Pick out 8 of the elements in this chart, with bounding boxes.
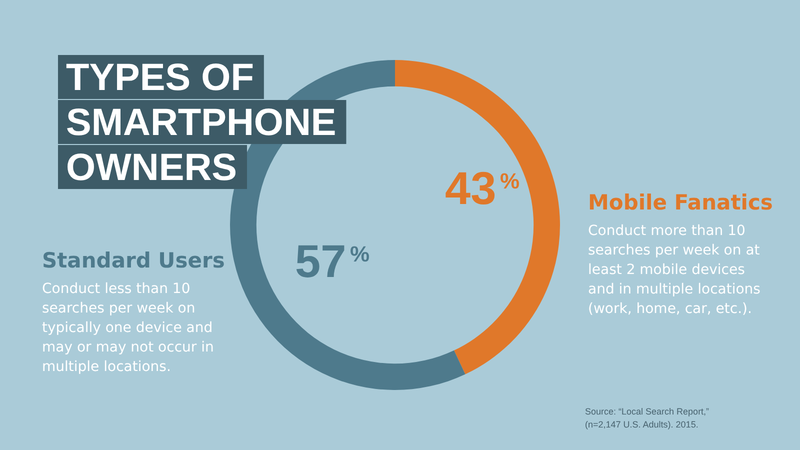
data-label: 43% bbox=[445, 162, 520, 214]
text: Conduct less than 10 searches per week on typically one device and may or may not occur in multiple locations. bbox=[42, 280, 214, 375]
text: TYPES OF SMARTPHONE OWNERS bbox=[66, 57, 336, 189]
source-note: Source: “Local Search Report,” (n=2,147 U.S. Adults). 2015. bbox=[585, 406, 710, 430]
slice-label: Mobile Fanatics bbox=[588, 190, 773, 214]
data-label: 57% bbox=[295, 235, 370, 287]
text: Conduct more than 10 searches per week on at least 2 mobile devices and in multiple locations (work, home, car, etc.). bbox=[588, 222, 760, 317]
slice-label: Standard Users bbox=[42, 248, 225, 272]
